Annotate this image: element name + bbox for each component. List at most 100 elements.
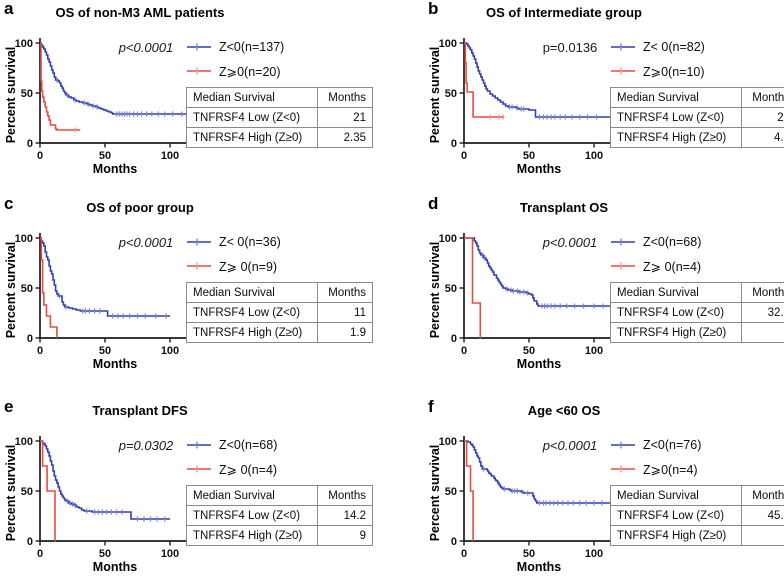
- table-row: TNFRSF4 High (Z≥0) 7: [610, 322, 784, 343]
- panel-b: b OS of Intermediate group Percent survi…: [392, 0, 784, 195]
- table-cell-group: TNFRSF4 Low (Z<0): [186, 302, 318, 323]
- x-tick-label: 50: [99, 150, 111, 162]
- legend-entry-high: Z⩾0(n=20): [186, 59, 284, 83]
- panel-a: a OS of non-M3 AML patients Percent surv…: [0, 0, 392, 195]
- km-curve-high: [40, 237, 58, 338]
- km-plot: 0 50 100 0 50 100: [15, 436, 191, 560]
- table-row: TNFRSF4 High (Z≥0) 4.9: [610, 127, 784, 148]
- table-header-row: Median Survival Months: [186, 485, 373, 506]
- legend-entry-high: Z⩾0(n=10): [610, 59, 705, 83]
- legend-entry-low: Z< 0(n=36): [186, 230, 281, 254]
- km-curve-low: [464, 440, 615, 504]
- p-value: p<0.0001: [118, 40, 174, 55]
- legend: Z< 0(n=82) Z⩾0(n=10): [610, 35, 705, 83]
- km-plot: 0 50 100 0 50 100: [439, 233, 615, 357]
- km-curve-high: [40, 440, 56, 542]
- legend-entry-low: Z< 0(n=82): [610, 35, 705, 59]
- legend: Z<0(n=68) Z⩾ 0(n=4): [610, 230, 701, 278]
- legend-label-high: Z⩾0(n=10): [643, 64, 705, 79]
- panel-letter: c: [4, 194, 14, 213]
- x-tick-label: 0: [461, 548, 467, 560]
- p-value: p<0.0001: [542, 438, 598, 453]
- table-cell-group: TNFRSF4 Low (Z<0): [610, 505, 742, 526]
- x-tick-label: 0: [461, 345, 467, 357]
- y-tick-label: 50: [21, 486, 33, 498]
- table-row: TNFRSF4 High (Z≥0) 6: [610, 525, 784, 546]
- legend: Z<0(n=137) Z⩾0(n=20): [186, 35, 284, 83]
- p-value: p=0.0302: [118, 438, 174, 453]
- km-plot: 0 50 100 0 50 100: [439, 38, 615, 162]
- table-cell-value: 21: [317, 107, 373, 128]
- x-tick-label: 50: [523, 150, 535, 162]
- p-value: p<0.0001: [542, 235, 598, 250]
- legend-label-high: Z⩾0(n=20): [219, 64, 281, 79]
- x-axis-label: Months: [516, 357, 562, 371]
- x-axis-label: Months: [92, 560, 138, 574]
- legend-marker-low-icon: [187, 43, 211, 51]
- x-tick-label: 50: [523, 548, 535, 560]
- table-cell-value: 4.9: [741, 127, 784, 148]
- legend-marker-low-icon: [611, 238, 635, 246]
- median-survival-table: Median Survival Months TNFRSF4 Low (Z<0)…: [186, 282, 373, 343]
- y-tick-label: 0: [451, 536, 457, 548]
- table-cell-group: TNFRSF4 Low (Z<0): [186, 505, 318, 526]
- legend-marker-high-icon: [187, 465, 211, 473]
- table-header-row: Median Survival Months: [610, 282, 784, 303]
- legend: Z<0(n=68) Z⩾ 0(n=4): [186, 433, 277, 481]
- p-value: p<0.0001: [118, 235, 174, 250]
- median-survival-table: Median Survival Months TNFRSF4 Low (Z<0)…: [186, 485, 373, 546]
- table-header-row: Median Survival Months: [186, 87, 373, 108]
- panel-c: c OS of poor group Percent survival 0 50 1…: [0, 194, 392, 390]
- legend-entry-high: Z⩾ 0(n=4): [610, 254, 701, 278]
- legend-marker-high-icon: [187, 262, 211, 270]
- y-tick-label: 50: [21, 88, 33, 100]
- y-tick-label: 0: [27, 138, 33, 150]
- legend-label-low: Z<0(n=68): [643, 235, 702, 249]
- median-survival-table: Median Survival Months TNFRSF4 Low (Z<0)…: [610, 87, 784, 148]
- km-plot: 0 50 100 0 50 100: [439, 436, 615, 560]
- panel-title: Age <60 OS: [527, 403, 601, 418]
- table-row: TNFRSF4 Low (Z<0) 22: [610, 107, 784, 128]
- x-tick-label: 0: [461, 150, 467, 162]
- table-cell-group: TNFRSF4 Low (Z<0): [610, 107, 742, 128]
- legend-label-low: Z<0(n=76): [643, 438, 702, 452]
- table-cell-value: 14.2: [317, 505, 373, 526]
- table-cell-group: TNFRSF4 High (Z≥0): [186, 322, 318, 343]
- table-header-label: Median Survival: [186, 282, 318, 303]
- table-cell-group: TNFRSF4 High (Z≥0): [186, 127, 318, 148]
- table-cell-value: 11: [317, 302, 373, 323]
- y-tick-label: 50: [445, 283, 457, 295]
- table-row: TNFRSF4 Low (Z<0) 45.8: [610, 505, 784, 526]
- x-tick-label: 100: [585, 345, 603, 357]
- table-header-months: Months: [741, 87, 784, 108]
- legend-marker-high-icon: [611, 67, 635, 75]
- x-tick-label: 0: [37, 150, 43, 162]
- legend-entry-low: Z<0(n=76): [610, 433, 701, 457]
- x-tick-label: 100: [161, 548, 179, 560]
- legend-entry-high: Z⩾ 0(n=4): [186, 457, 277, 481]
- table-header-label: Median Survival: [186, 87, 318, 108]
- legend-label-high: Z⩾ 0(n=4): [219, 462, 278, 477]
- x-axis-label: Months: [516, 560, 562, 574]
- legend-marker-low-icon: [611, 441, 635, 449]
- table-cell-value: 32.2: [741, 302, 784, 323]
- table-row: TNFRSF4 High (Z≥0) 1.9: [186, 322, 373, 343]
- table-header-months: Months: [317, 282, 373, 303]
- x-tick-label: 100: [585, 150, 603, 162]
- median-survival-table: Median Survival Months TNFRSF4 Low (Z<0)…: [186, 87, 373, 148]
- y-tick-label: 100: [439, 233, 457, 245]
- table-header-label: Median Survival: [186, 485, 318, 506]
- table-cell-group: TNFRSF4 High (Z≥0): [610, 322, 742, 343]
- table-cell-value: 1.9: [317, 322, 373, 343]
- legend-entry-high: Z⩾0(n=4): [610, 457, 701, 481]
- x-axis-label: Months: [92, 357, 138, 371]
- x-tick-label: 0: [37, 548, 43, 560]
- panel-letter: d: [428, 194, 439, 213]
- x-tick-label: 50: [523, 345, 535, 357]
- panel-letter: e: [4, 397, 14, 416]
- panel-letter: f: [428, 397, 434, 416]
- x-axis-label: Months: [92, 162, 138, 176]
- km-curve-high: [464, 440, 474, 541]
- x-tick-label: 50: [99, 345, 111, 357]
